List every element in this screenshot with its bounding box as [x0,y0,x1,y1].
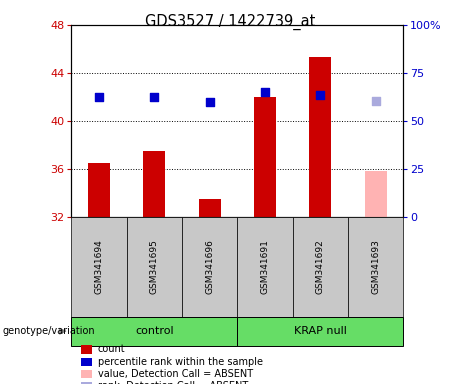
Text: value, Detection Call = ABSENT: value, Detection Call = ABSENT [98,369,253,379]
Text: GSM341695: GSM341695 [150,240,159,294]
Text: GSM341694: GSM341694 [95,240,104,294]
Bar [143,151,165,217]
Point [317,91,324,98]
Point [95,94,103,100]
Text: KRAP null: KRAP null [294,326,347,336]
Bar [254,97,276,217]
Text: rank, Detection Call = ABSENT: rank, Detection Call = ABSENT [98,381,248,384]
Text: genotype/variation: genotype/variation [2,326,95,336]
Text: control: control [135,326,174,336]
Text: GSM341691: GSM341691 [260,240,270,294]
Point [151,94,158,100]
Bar [88,163,110,217]
Text: GSM341696: GSM341696 [205,240,214,294]
Text: percentile rank within the sample: percentile rank within the sample [98,357,263,367]
Point [372,98,379,104]
Point [261,89,269,95]
Bar [199,199,221,217]
Bar [365,171,387,217]
Text: GSM341692: GSM341692 [316,240,325,294]
Text: GSM341693: GSM341693 [371,240,380,294]
Text: count: count [98,344,125,354]
Point [206,99,213,105]
Text: GDS3527 / 1422739_at: GDS3527 / 1422739_at [145,13,316,30]
Bar [309,57,331,217]
